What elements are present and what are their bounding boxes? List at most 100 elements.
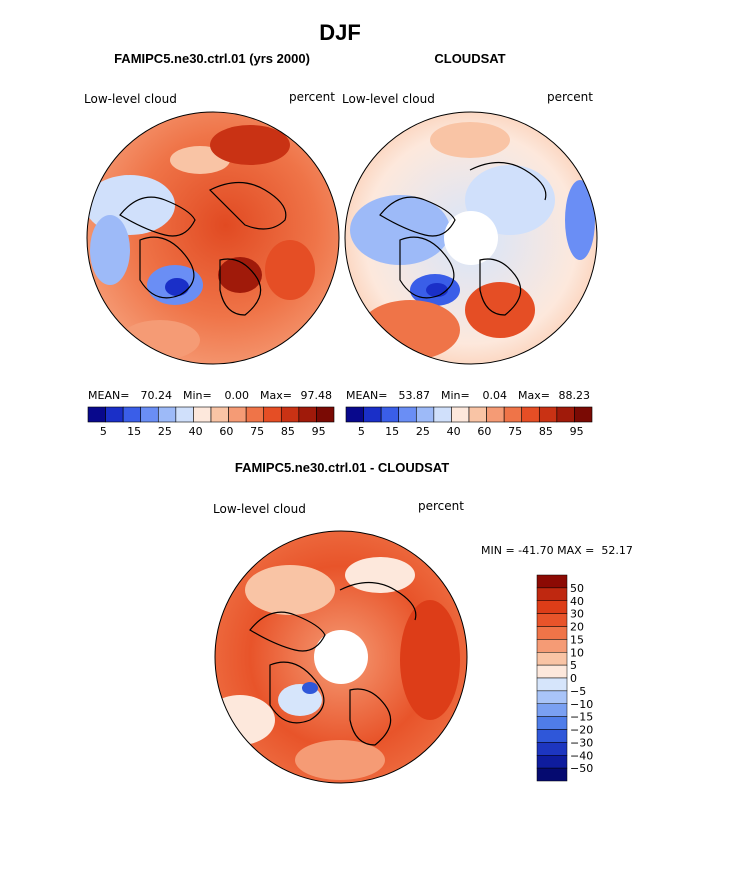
colorbar-swatch [380, 406, 400, 423]
colorbar-tick-label: 75 [508, 425, 522, 438]
colorbar-swatch [245, 406, 265, 423]
colorbar-swatch [536, 716, 568, 730]
colorbar-swatch [298, 406, 317, 423]
panel-diff-map [215, 531, 467, 783]
colorbar-swatch [536, 729, 568, 743]
colorbar-swatch [228, 406, 247, 423]
panel-model-colorbar: 5 15 25 40 60 75 85 95 [87, 406, 335, 438]
colorbar-tick-label: 25 [416, 425, 430, 438]
colorbar-swatch [210, 406, 229, 423]
colorbar-swatch [451, 406, 470, 423]
colorbar-tick-label: 30 [570, 608, 584, 621]
colorbar-swatch [280, 406, 300, 423]
colorbar-swatch [486, 406, 505, 423]
colorbar-swatch [345, 406, 364, 423]
panel-cloudsat-right-label: percent [547, 90, 593, 104]
colorbar-tick-label: 95 [570, 425, 584, 438]
colorbar-swatch [521, 406, 540, 423]
colorbar-swatch [536, 626, 568, 640]
colorbar-swatch [536, 664, 568, 679]
colorbar-tick-label: 5 [570, 659, 577, 672]
colorbar-tick-label: −15 [570, 711, 593, 724]
colorbar-tick-label: 95 [312, 425, 326, 438]
colorbar-swatch [105, 406, 124, 423]
colorbar-swatch [536, 690, 568, 704]
panel-cloudsat-map [345, 112, 597, 364]
colorbar-swatch [538, 406, 558, 423]
colorbar-swatch [415, 406, 435, 423]
main-title: DJF [319, 20, 361, 45]
panel-diff-right-label: percent [418, 499, 464, 513]
colorbar-swatch [536, 574, 568, 589]
colorbar-tick-label: 40 [570, 595, 584, 608]
colorbar-tick-label: 75 [250, 425, 264, 438]
colorbar-swatch [536, 703, 568, 717]
colorbar-swatch [536, 742, 568, 756]
colorbar-tick-label: 50 [570, 582, 584, 595]
colorbar-swatch [536, 613, 568, 627]
colorbar-tick-label: 10 [570, 646, 584, 659]
svg-text:0.04: 0.04 [483, 389, 508, 402]
colorbar-tick-label: 85 [281, 425, 295, 438]
panel-cloudsat-colorbar: 5 15 25 40 60 75 85 95 [345, 406, 593, 438]
colorbar-tick-label: 85 [539, 425, 553, 438]
colorbar-tick-label: 15 [385, 425, 399, 438]
panel-cloudsat-stats: MEAN= 53.87 Min= 0.04 Max= 88.23 [346, 389, 590, 402]
svg-text:Min=: Min= [183, 389, 212, 402]
colorbar-swatch [574, 406, 593, 423]
colorbar-tick-label: −40 [570, 749, 593, 762]
colorbar-tick-label: 40 [189, 425, 203, 438]
colorbar-swatch [536, 600, 568, 614]
colorbar-swatch [536, 767, 568, 782]
colorbar-swatch [122, 406, 142, 423]
svg-text:MEAN=: MEAN= [88, 389, 129, 402]
colorbar-swatch [536, 677, 568, 692]
colorbar-swatch [363, 406, 382, 423]
colorbar-swatch [536, 755, 568, 769]
panel-model-title: FAMIPC5.ne30.ctrl.01 (yrs 2000) [114, 51, 310, 66]
svg-text:Max=: Max= [260, 389, 292, 402]
colorbar-swatch [193, 406, 212, 423]
colorbar-swatch [140, 406, 159, 423]
colorbar-tick-label: 5 [100, 425, 107, 438]
colorbar-swatch [263, 406, 282, 423]
svg-text:Min=: Min= [441, 389, 470, 402]
colorbar-swatch [556, 406, 575, 423]
panel-model-left-label: Low-level cloud [84, 92, 177, 106]
colorbar-swatch [316, 406, 335, 423]
colorbar-tick-label: −5 [570, 685, 586, 698]
colorbar-tick-label: −50 [570, 762, 593, 775]
colorbar-tick-label: −20 [570, 724, 593, 737]
colorbar-tick-label: 15 [570, 633, 584, 646]
colorbar-tick-label: 25 [158, 425, 172, 438]
svg-text:97.48: 97.48 [301, 389, 333, 402]
colorbar-tick-label: −30 [570, 736, 593, 749]
panel-diff-left-label: Low-level cloud [213, 502, 306, 516]
svg-text:MEAN=: MEAN= [346, 389, 387, 402]
colorbar-swatch [468, 406, 487, 423]
svg-text:53.87: 53.87 [399, 389, 431, 402]
colorbar-swatch [536, 652, 568, 666]
colorbar-swatch [433, 406, 452, 423]
colorbar-swatch [398, 406, 417, 423]
colorbar-swatch [157, 406, 177, 423]
colorbar-tick-label: 40 [447, 425, 461, 438]
svg-text:70.24: 70.24 [141, 389, 173, 402]
panel-cloudsat-title: CLOUDSAT [434, 51, 505, 66]
colorbar-tick-label: 5 [358, 425, 365, 438]
panel-cloudsat-left-label: Low-level cloud [342, 92, 435, 106]
colorbar-tick-label: 20 [570, 621, 584, 634]
colorbar-swatch [536, 639, 568, 653]
colorbar-tick-label: −10 [570, 698, 593, 711]
svg-text:88.23: 88.23 [559, 389, 591, 402]
colorbar-swatch [175, 406, 194, 423]
panel-model: FAMIPC5.ne30.ctrl.01 (yrs 2000) Low-leve… [84, 51, 340, 438]
panel-diff: FAMIPC5.ne30.ctrl.01 - CLOUDSAT Low-leve… [213, 460, 633, 784]
panel-model-right-label: percent [289, 90, 335, 104]
panel-cloudsat: CLOUDSAT Low-level cloud percent MEAN= 5… [342, 51, 598, 438]
colorbar-swatch [503, 406, 523, 423]
panel-model-stats: MEAN= 70.24 Min= 0.00 Max= 97.48 [88, 389, 332, 402]
colorbar-tick-label: 60 [219, 425, 233, 438]
